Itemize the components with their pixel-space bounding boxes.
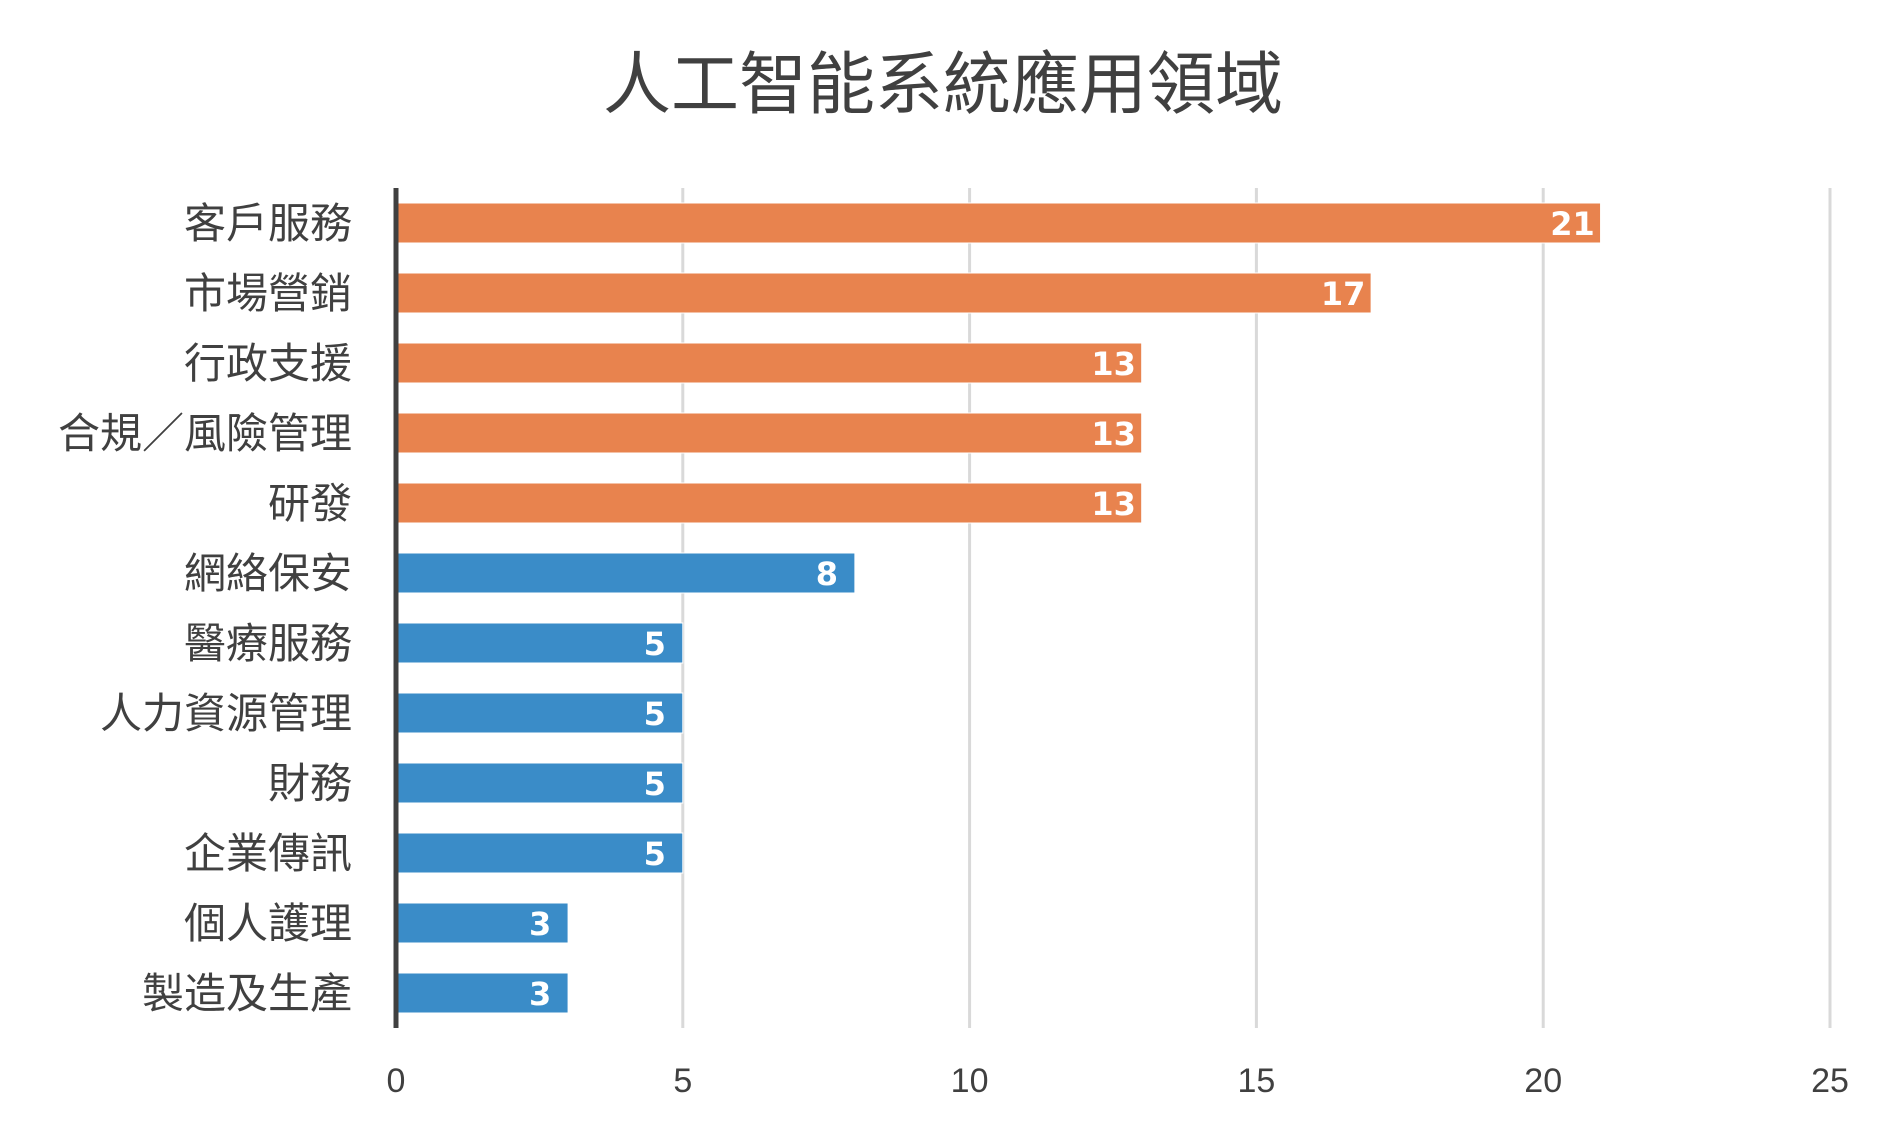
bar (395, 622, 684, 664)
bars: 21 17 13 13 13 8 5 5 5 5 3 3 (395, 202, 1602, 1014)
data-label: 8 (816, 555, 838, 593)
x-tick-label: 5 (673, 1062, 692, 1100)
data-label: 13 (1091, 415, 1136, 453)
category-label: 企業傳訊 (184, 829, 352, 878)
x-tick-label: 0 (387, 1062, 406, 1100)
bar (395, 202, 1602, 244)
category-label: 網絡保安 (184, 549, 352, 598)
category-label: 研發 (268, 479, 352, 528)
category-label: 合規／風險管理 (58, 409, 352, 458)
chart-title: 人工智能系統應用領域 (603, 46, 1283, 125)
data-label: 5 (644, 765, 666, 803)
bar (395, 692, 684, 734)
category-labels: 客戶服務市場營銷行政支援合規／風險管理研發網絡保安醫療服務人力資源管理財務企業傳… (58, 199, 352, 1018)
data-label: 13 (1091, 345, 1136, 383)
bar (395, 342, 1143, 384)
bar (395, 272, 1372, 314)
bar (395, 902, 569, 944)
gridlines (681, 188, 1832, 1028)
x-tick-labels: 0 5 10 15 20 25 (387, 1062, 1849, 1100)
category-label: 製造及生產 (142, 969, 352, 1018)
category-label: 行政支援 (184, 339, 352, 388)
bar (395, 552, 856, 594)
data-label: 17 (1321, 275, 1366, 313)
data-label: 3 (529, 975, 551, 1013)
category-label: 醫療服務 (184, 619, 352, 668)
data-label: 5 (644, 835, 666, 873)
category-label: 個人護理 (184, 899, 352, 948)
category-label: 客戶服務 (184, 199, 352, 248)
bar (395, 482, 1143, 524)
data-label: 5 (644, 695, 666, 733)
x-tick-label: 25 (1811, 1062, 1849, 1100)
category-label: 財務 (268, 759, 352, 808)
data-label: 5 (644, 625, 666, 663)
bar (395, 762, 684, 804)
bar (395, 412, 1143, 454)
data-label: 3 (529, 905, 551, 943)
category-label: 市場營銷 (184, 269, 352, 318)
bar (395, 832, 684, 874)
x-tick-label: 15 (1237, 1062, 1275, 1100)
x-tick-label: 10 (951, 1062, 989, 1100)
x-tick-label: 20 (1524, 1062, 1562, 1100)
data-label: 21 (1550, 205, 1595, 243)
category-label: 人力資源管理 (100, 689, 352, 738)
data-label: 13 (1091, 485, 1136, 523)
